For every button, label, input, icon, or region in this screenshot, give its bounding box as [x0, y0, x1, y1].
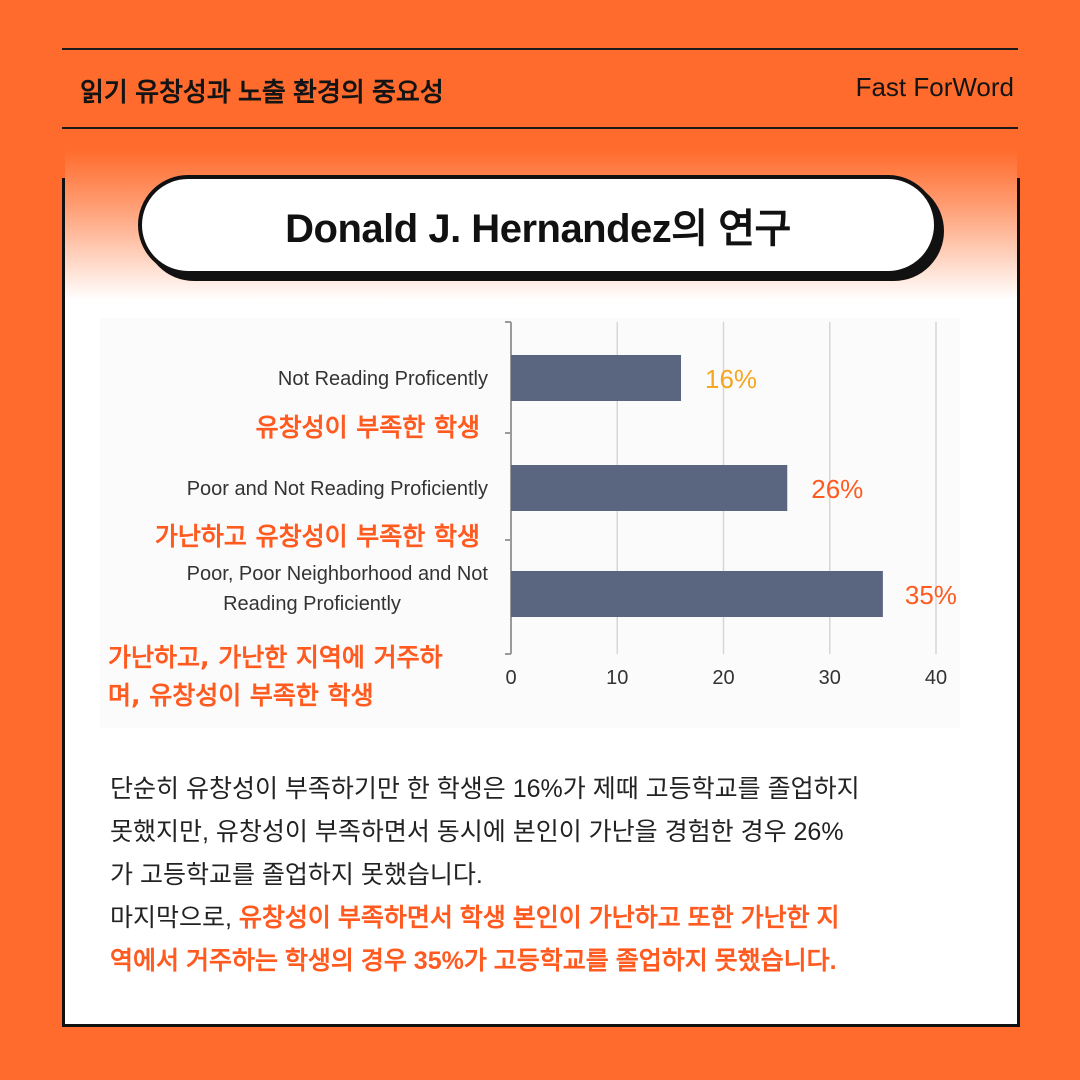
bar	[511, 571, 883, 617]
study-title: Donald J. Hernandez의 연구	[285, 207, 791, 251]
brand-name: Fast ForWord	[855, 72, 1014, 102]
category-label: Reading Proficiently	[223, 593, 401, 615]
bar	[511, 465, 788, 511]
bar	[511, 355, 681, 401]
korean-category-label: 유창성이 부족한 학생	[256, 413, 480, 442]
bar-value-label: 26%	[811, 474, 863, 504]
header-title: 읽기 유창성과 노출 환경의 중요성	[80, 77, 444, 107]
body-line-4-plain: 마지막으로,	[110, 904, 239, 932]
bar-value-label: 16%	[705, 364, 757, 394]
chart-panel: 0 10 20 30 40 16% Not Reading Proficently 유창성이 …	[100, 318, 960, 728]
x-tick-label: 30	[819, 667, 841, 689]
x-tick-label: 10	[606, 667, 628, 689]
korean-category-label: 며, 유창성이 부족한 학생	[108, 681, 374, 710]
x-tick-label: 40	[925, 667, 947, 689]
body-line-3: 가 고등학교를 졸업하지 못했습니다.	[110, 861, 483, 889]
x-tick-label: 0	[505, 667, 516, 689]
body-line-1: 단순히 유창성이 부족하기만 한 학생은 16%가 제때 고등학교를 졸업하지	[110, 775, 860, 803]
category-label: Poor, Poor Neighborhood and Not	[187, 563, 489, 585]
body-line-5-highlight: 역에서 거주하는 학생의 경우 35%가 고등학교를 졸업하지 못했습니다.	[110, 947, 837, 975]
category-label: Not Reading Proficently	[278, 368, 488, 390]
korean-category-label: 가난하고 유창성이 부족한 학생	[155, 522, 480, 551]
korean-category-label: 가난하고, 가난한 지역에 거주하	[108, 643, 443, 672]
x-tick-label: 20	[712, 667, 734, 689]
body-line-4-highlight: 유창성이 부족하면서 학생 본인이 가난하고 또한 가난한 지	[238, 904, 840, 932]
body-line-4: 마지막으로, 유창성이 부족하면서 학생 본인이 가난하고 또한 가난한 지	[110, 897, 990, 940]
header-top-rule	[62, 48, 1018, 50]
body-paragraph: 단순히 유창성이 부족하기만 한 학생은 16%가 제때 고등학교를 졸업하지 …	[110, 768, 990, 983]
header-bottom-rule	[62, 127, 1018, 129]
bar-chart: 0 10 20 30 40 16% Not Reading Proficently 유창성이 …	[108, 321, 957, 710]
bar-value-label: 35%	[905, 580, 957, 610]
category-label: Poor and Not Reading Proficiently	[187, 478, 488, 500]
title-pill: Donald J. Hernandez의 연구	[138, 175, 938, 275]
body-line-2: 못했지만, 유창성이 부족하면서 동시에 본인이 가난을 경험한 경우 26%	[110, 818, 844, 846]
